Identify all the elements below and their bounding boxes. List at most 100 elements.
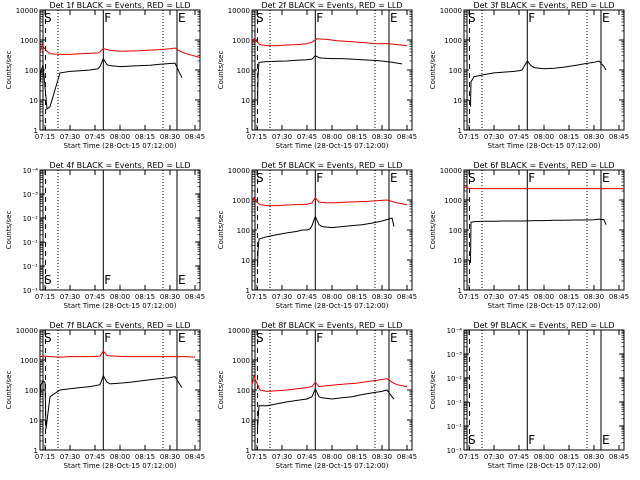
x-tick-label: 07:15 bbox=[247, 453, 267, 461]
panel-9: Det 9f BLACK = Events, RED = LLD 10⁻¹ 10⁻¹… bbox=[429, 321, 629, 470]
x-tick-label: 08:00 bbox=[534, 453, 554, 461]
y-tick-label: 10000 bbox=[440, 167, 462, 175]
y-tick-label: 100 bbox=[449, 227, 462, 235]
series-line-1 bbox=[463, 185, 624, 190]
x-tick-label: 07:45 bbox=[509, 293, 529, 301]
x-tick-label: 08:45 bbox=[609, 453, 629, 461]
panel-3: Det 3f BLACK = Events, RED = LLD 1 10 100 10… bbox=[429, 1, 629, 150]
x-tick-label: 08:45 bbox=[185, 133, 205, 141]
marker-label-e: E bbox=[390, 171, 398, 185]
plot-frame bbox=[463, 329, 625, 451]
marker-label-s: S bbox=[468, 11, 476, 25]
panel-title: Det 5f BLACK = Events, RED = LLD bbox=[261, 161, 402, 170]
marker-label-e: E bbox=[602, 433, 610, 447]
panel-title: Det 2f BLACK = Events, RED = LLD bbox=[261, 1, 402, 10]
y-tick-label: 10 bbox=[29, 97, 38, 105]
x-axis-label: Start Time (28-Oct-15 07:12:00) bbox=[276, 302, 389, 310]
plot-frame bbox=[251, 169, 413, 291]
x-tick-label: 07:15 bbox=[35, 453, 55, 461]
x-tick-label: 08:30 bbox=[160, 133, 180, 141]
series-line-2 bbox=[40, 57, 183, 110]
x-tick-label: 07:45 bbox=[509, 453, 529, 461]
y-tick-label: 10 bbox=[453, 257, 462, 265]
y-tick-label: 10 bbox=[241, 97, 250, 105]
plot-frame bbox=[251, 9, 413, 131]
y-tick-label: 100 bbox=[449, 67, 462, 75]
y-tick-label: 100 bbox=[237, 227, 250, 235]
x-tick-label: 08:45 bbox=[185, 453, 205, 461]
x-axis-label: Start Time (28-Oct-15 07:12:00) bbox=[488, 142, 601, 150]
series-line-2 bbox=[257, 215, 395, 267]
y-tick-label: 100 bbox=[25, 67, 38, 75]
series-line-1 bbox=[251, 196, 408, 207]
y-tick-label: 1 bbox=[34, 127, 38, 135]
plot-frame bbox=[463, 169, 625, 291]
marker-label-e: E bbox=[178, 273, 186, 287]
series-line-2 bbox=[470, 218, 607, 263]
marker-label-e: E bbox=[602, 171, 610, 185]
panel-5: Det 5f BLACK = Events, RED = LLD 1 10 100 10… bbox=[217, 161, 417, 310]
x-tick-label: 08:00 bbox=[110, 133, 130, 141]
marker-label-s: S bbox=[256, 171, 264, 185]
x-tick-label: 07:30 bbox=[484, 293, 504, 301]
y-tick-label: 10⁻¹ bbox=[23, 239, 39, 247]
panel-title: Det 6f BLACK = Events, RED = LLD bbox=[473, 161, 614, 170]
x-tick-label: 08:45 bbox=[609, 293, 629, 301]
x-tick-label: 08:15 bbox=[347, 133, 367, 141]
x-tick-label: 08:30 bbox=[584, 133, 604, 141]
x-tick-label: 08:15 bbox=[347, 293, 367, 301]
marker-label-s: S bbox=[468, 171, 476, 185]
panel-title: Det 8f BLACK = Events, RED = LLD bbox=[261, 321, 402, 330]
x-axis-label: Start Time (28-Oct-15 07:12:00) bbox=[64, 142, 177, 150]
y-tick-label: 10⁻¹ bbox=[447, 423, 463, 431]
x-axis-label: Start Time (28-Oct-15 07:12:00) bbox=[64, 462, 177, 470]
marker-label-f: F bbox=[104, 331, 111, 345]
marker-label-s: S bbox=[256, 331, 264, 345]
marker-label-e: E bbox=[178, 11, 186, 25]
x-tick-label: 08:30 bbox=[372, 133, 392, 141]
series-line-1 bbox=[251, 373, 408, 392]
x-tick-label: 08:45 bbox=[397, 133, 417, 141]
y-tick-label: 1000 bbox=[444, 197, 462, 205]
y-tick-label: 10⁻¹ bbox=[447, 399, 463, 407]
series-line-2 bbox=[40, 374, 183, 430]
x-tick-label: 08:15 bbox=[347, 453, 367, 461]
y-tick-label: 1000 bbox=[20, 357, 38, 365]
x-tick-label: 08:00 bbox=[110, 453, 130, 461]
x-tick-label: 07:45 bbox=[297, 133, 317, 141]
marker-label-s: S bbox=[44, 273, 52, 287]
x-tick-label: 08:45 bbox=[397, 293, 417, 301]
x-axis-label: Start Time (28-Oct-15 07:12:00) bbox=[488, 302, 601, 310]
panel-4: Det 4f BLACK = Events, RED = LLD 10⁻¹ 10⁻¹… bbox=[5, 161, 205, 310]
x-tick-label: 07:30 bbox=[272, 453, 292, 461]
x-tick-label: 07:30 bbox=[60, 133, 80, 141]
plot-frame bbox=[39, 169, 201, 291]
y-tick-label: 10⁻⁴ bbox=[447, 327, 463, 335]
y-tick-label: 10⁻³ bbox=[447, 351, 463, 359]
marker-label-s: S bbox=[44, 11, 52, 25]
marker-label-s: S bbox=[256, 11, 264, 25]
marker-label-f: F bbox=[316, 331, 323, 345]
y-tick-label: 10⁻³ bbox=[23, 191, 39, 199]
y-tick-label: 10⁻² bbox=[23, 215, 39, 223]
series-line-1 bbox=[39, 350, 196, 358]
y-tick-label: 10000 bbox=[16, 327, 38, 335]
y-axis-label: Counts/sec bbox=[217, 51, 225, 90]
x-axis-label: Start Time (28-Oct-15 07:12:00) bbox=[276, 142, 389, 150]
x-tick-label: 07:15 bbox=[35, 293, 55, 301]
x-tick-label: 08:30 bbox=[584, 293, 604, 301]
y-tick-label: 1 bbox=[246, 447, 250, 455]
x-tick-label: 08:00 bbox=[534, 293, 554, 301]
x-tick-label: 08:00 bbox=[534, 133, 554, 141]
y-axis-label: Counts/sec bbox=[429, 371, 437, 410]
x-axis-label: Start Time (28-Oct-15 07:12:00) bbox=[64, 302, 177, 310]
marker-label-e: E bbox=[390, 11, 398, 25]
y-tick-label: 1000 bbox=[232, 357, 250, 365]
marker-label-e: E bbox=[178, 331, 186, 345]
marker-label-s: S bbox=[44, 331, 52, 345]
x-tick-label: 07:30 bbox=[60, 293, 80, 301]
x-tick-label: 07:30 bbox=[484, 453, 504, 461]
panel-title: Det 7f BLACK = Events, RED = LLD bbox=[49, 321, 190, 330]
y-tick-label: 1 bbox=[246, 127, 250, 135]
marker-label-s: S bbox=[468, 433, 476, 447]
